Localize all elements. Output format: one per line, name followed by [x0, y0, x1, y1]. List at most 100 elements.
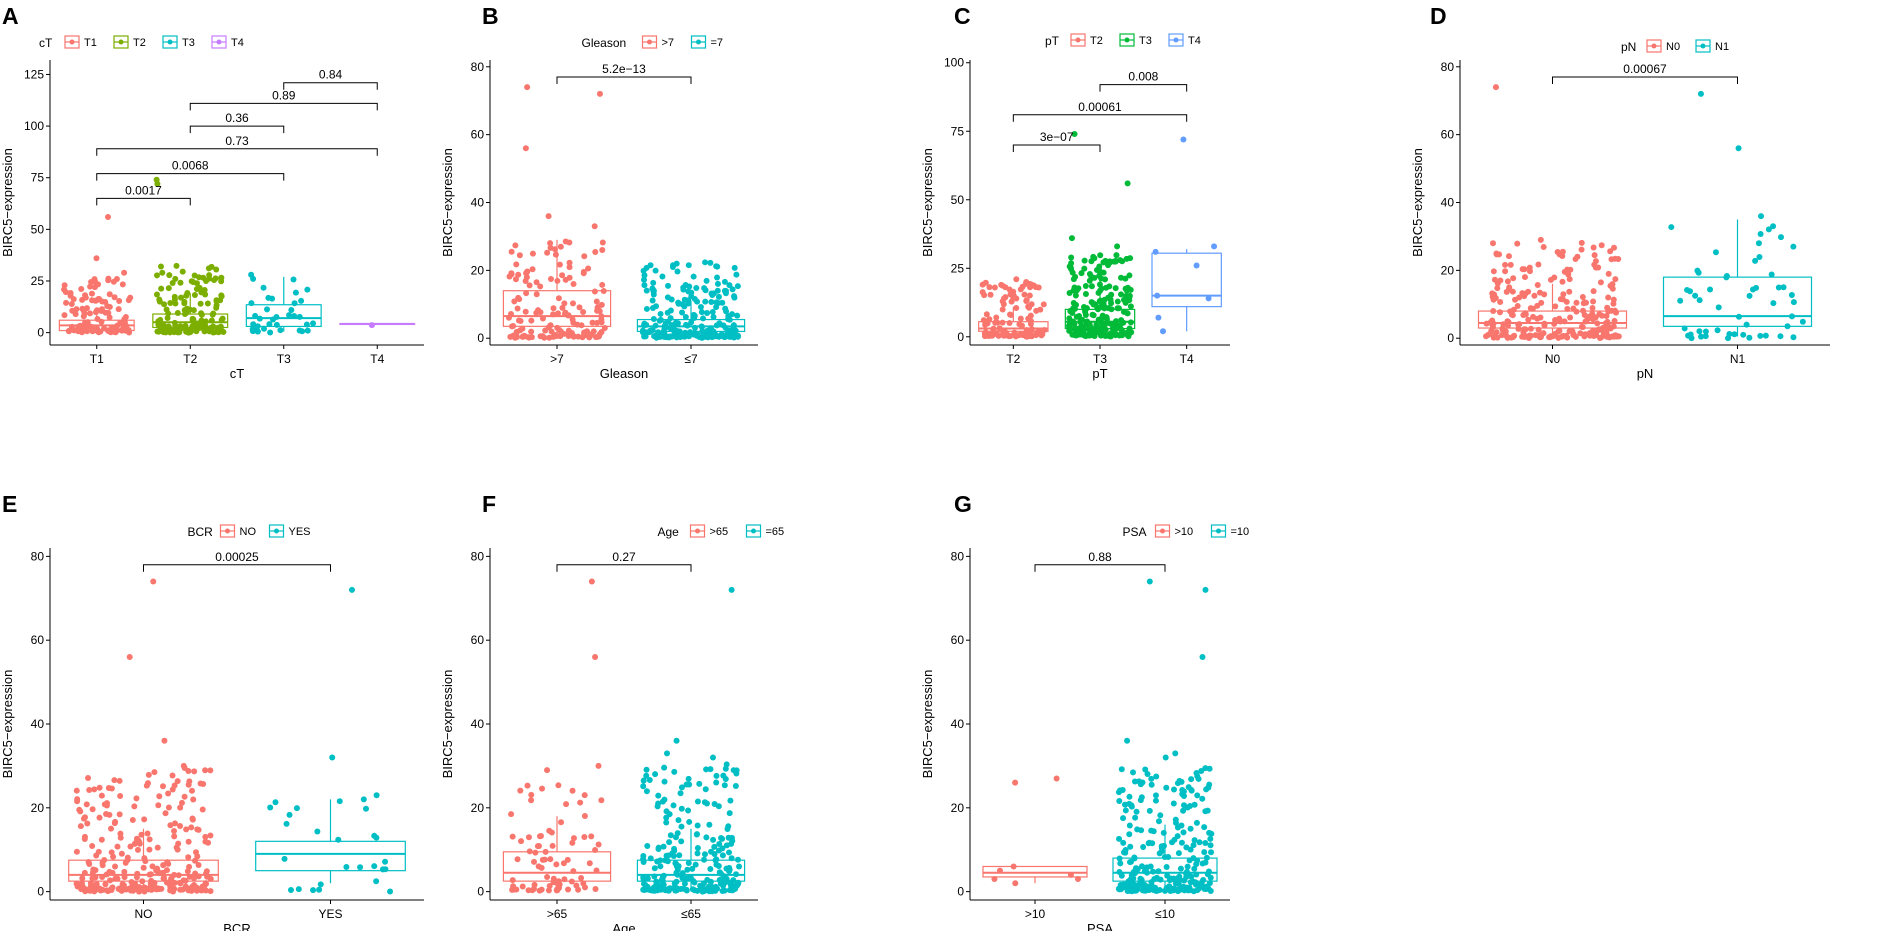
data-point: [678, 333, 685, 340]
legend-key-dot: [118, 39, 124, 45]
data-point: [1122, 801, 1129, 808]
data-point: [553, 861, 560, 868]
data-point: [68, 300, 75, 307]
data-point: [1183, 868, 1190, 875]
panel-letter: G: [954, 491, 972, 517]
data-point: [133, 795, 140, 802]
data-point: [250, 275, 257, 282]
data-point: [1114, 305, 1121, 312]
data-point: [269, 295, 276, 302]
data-point: [171, 827, 178, 834]
data-point: [727, 797, 734, 804]
data-point: [1746, 334, 1753, 341]
y-tick-label: 20: [471, 801, 485, 815]
data-point: [704, 310, 711, 317]
data-point: [675, 299, 682, 306]
data-point: [291, 300, 298, 307]
data-point: [127, 887, 134, 894]
data-point: [531, 881, 538, 888]
x-tick-label: >10: [1025, 907, 1046, 921]
data-point: [1598, 242, 1605, 249]
data-point: [569, 839, 576, 846]
data-point: [517, 318, 524, 325]
data-point: [77, 823, 84, 830]
data-point: [181, 310, 188, 317]
data-point: [1070, 318, 1077, 325]
data-point: [1154, 292, 1161, 299]
data-point: [98, 318, 105, 325]
data-point: [111, 294, 118, 301]
data-point: [207, 875, 214, 882]
data-point: [155, 802, 162, 809]
data-point: [1207, 835, 1214, 842]
data-point: [1027, 317, 1034, 324]
data-point: [62, 289, 69, 296]
data-point: [86, 310, 93, 317]
data-point: [732, 783, 739, 790]
data-point: [252, 312, 259, 319]
data-point: [165, 285, 172, 292]
data-point: [317, 881, 324, 888]
data-point: [580, 270, 587, 277]
data-point: [1756, 253, 1763, 260]
data-point: [523, 290, 530, 297]
data-point: [1777, 333, 1784, 340]
data-point: [652, 771, 659, 778]
y-axis-label: BIRC5−expression: [440, 148, 455, 257]
data-point: [1684, 286, 1691, 293]
data-point: [1509, 288, 1516, 295]
data-point: [154, 865, 161, 872]
y-tick-label: 50: [951, 193, 965, 207]
data-point: [1078, 270, 1085, 277]
data-point: [81, 835, 88, 842]
data-point: [569, 787, 576, 794]
data-point: [684, 866, 691, 873]
data-point: [213, 304, 220, 311]
data-point: [106, 811, 113, 818]
data-point: [1181, 877, 1188, 884]
data-point: [1137, 797, 1144, 804]
data-point: [1116, 322, 1123, 329]
data-point: [694, 850, 701, 857]
data-point: [79, 875, 86, 882]
x-tick-label: T3: [1093, 352, 1107, 366]
data-point: [202, 291, 209, 298]
data-point: [140, 864, 147, 871]
y-axis-label: BIRC5−expression: [920, 670, 935, 779]
data-point: [537, 333, 544, 340]
data-point: [1178, 839, 1185, 846]
data-point: [518, 838, 525, 845]
legend: Age >65 =65: [658, 524, 784, 539]
data-point: [202, 318, 209, 325]
data-point: [1525, 288, 1532, 295]
data-point: [1139, 779, 1146, 786]
data-point: [178, 799, 185, 806]
data-point: [729, 286, 736, 293]
data-point: [1067, 871, 1074, 878]
data-point: [194, 320, 201, 327]
data-point: [335, 836, 342, 843]
data-point: [1202, 586, 1209, 593]
data-point: [1073, 287, 1080, 294]
data-point: [87, 283, 94, 290]
data-point: [1033, 307, 1040, 314]
data-point: [290, 276, 297, 283]
legend-key-dot: [1124, 37, 1130, 43]
data-point: [1552, 316, 1559, 323]
data-point: [1487, 319, 1494, 326]
data-point: [1021, 291, 1028, 298]
data-point: [1073, 313, 1080, 320]
data-point: [1091, 332, 1098, 339]
data-point: [153, 272, 160, 279]
data-point: [529, 266, 536, 273]
data-point: [73, 848, 80, 855]
data-point: [714, 263, 721, 270]
data-point: [989, 332, 996, 339]
data-point: [573, 882, 580, 889]
data-point: [598, 797, 605, 804]
legend-key-dot: [69, 39, 75, 45]
data-point: [656, 317, 663, 324]
legend-key-dot: [1173, 37, 1179, 43]
data-point: [1746, 292, 1753, 299]
data-point: [681, 880, 688, 887]
